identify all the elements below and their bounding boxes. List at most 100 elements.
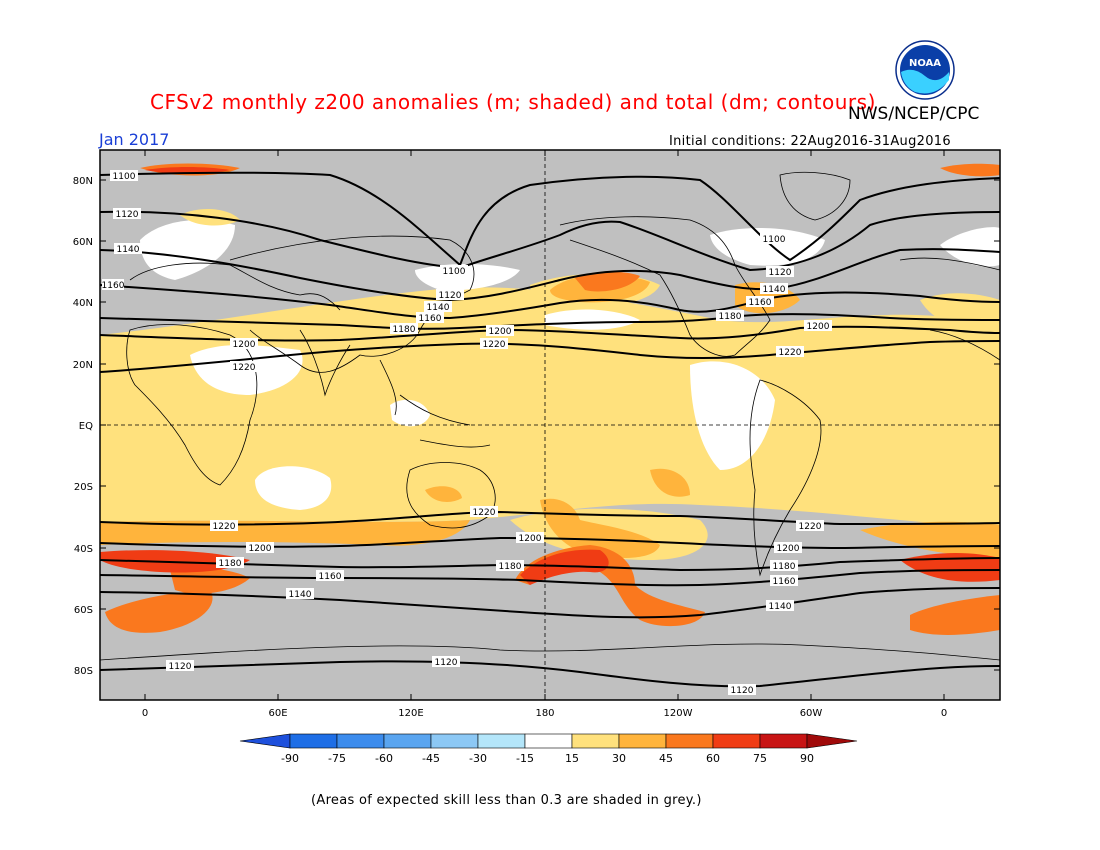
coast-europe-east [899,257,1000,271]
contour-1140-main [100,248,1000,302]
colorbar-tick-label: -30 [469,752,487,765]
contour-label: 1120 [728,684,756,696]
contour-1100-main [100,171,1000,267]
contour-1140-south [100,587,1000,619]
colorbar-segment [430,733,479,749]
svg-text:1200: 1200 [777,544,800,554]
svg-text:1120: 1120 [435,658,458,668]
anomaly-30-45-south-atlantic [650,468,690,497]
svg-text:1220: 1220 [213,522,236,532]
colorbar-segment [336,733,385,749]
svg-text:1100: 1100 [113,172,136,182]
contour-1160-main [100,284,1000,320]
contour-label: 1100 [110,170,138,182]
colorbar-segment [477,733,526,749]
anomaly-60-75-south-pacific [520,549,609,585]
svg-text:1200: 1200 [233,340,256,350]
lat-label: EQ [79,421,93,432]
contour-1220-north [100,340,1000,373]
lat-label: 20N [73,360,93,371]
anomaly-30-45-australia [425,486,462,502]
contour-label: 1120 [766,266,794,278]
svg-text:1160: 1160 [102,281,125,291]
contour-1220-south [100,510,1000,526]
anomaly-white-indian-ocean [255,466,332,510]
lon-label: 60W [800,708,823,719]
svg-text:1120: 1120 [116,210,139,220]
contour-label: 1220 [480,338,508,350]
contour-label: 1200 [774,542,802,554]
contour-label: 1200 [804,320,832,332]
svg-text:1180: 1180 [219,559,242,569]
lat-label: 80N [73,176,93,187]
colorbar-segment [289,733,338,749]
colorbar-right-arrow [806,733,858,749]
anomaly-white-atlantic [690,361,775,470]
noaa-logo-text: NOAA [909,58,941,69]
lat-label: 60S [74,605,93,616]
coast-greenland [779,171,851,221]
colorbar-segment [618,733,667,749]
colorbar-tick-label: 60 [706,752,720,765]
svg-text:1200: 1200 [807,322,830,332]
contour-label: 1160 [746,296,774,308]
svg-text:1160: 1160 [419,314,442,324]
anomaly-45-60-south-africa [170,567,250,594]
svg-text:1180: 1180 [393,325,416,335]
contour-label: 1120 [432,656,460,668]
anomaly-white-europe [140,220,235,280]
colorbar-left-arrow [239,733,291,749]
colorbar-tick-label: 75 [753,752,767,765]
coast-africa [126,324,258,486]
contour-label: 1140 [424,301,452,313]
lon-label: 180 [535,708,554,719]
colorbar-tick-label: -75 [328,752,346,765]
lon-label: 0 [941,708,947,719]
colorbar-segment [712,733,761,749]
contour-label: 1160 [102,279,125,291]
svg-text:1220: 1220 [473,508,496,518]
coast-europe [129,262,341,311]
contour-1160-south [100,569,1000,587]
svg-text:1160: 1160 [773,577,796,587]
svg-text:1100: 1100 [763,235,786,245]
forecast-month: Jan 2017 [99,130,170,149]
contour-label: 1220 [796,520,824,532]
colorbar-segment [759,733,808,749]
contour-label: 1120 [113,208,141,220]
contour-1180-south [100,557,1000,572]
contour-labels: 1100 1100 1100 1120 1120 1120 1120 1120 … [102,170,832,696]
svg-text:1100: 1100 [443,267,466,277]
coast-se-asia [379,359,491,448]
noaa-logo: NOAA [895,40,955,100]
skill-note: (Areas of expected skill less than 0.3 a… [311,793,702,808]
lat-label: 60N [73,237,93,248]
colorbar-tick-label: 45 [659,752,673,765]
svg-text:1120: 1120 [169,662,192,672]
svg-text:1180: 1180 [719,312,742,322]
contour-label: 1140 [766,600,794,612]
initial-conditions: Initial conditions: 22Aug2016-31Aug2016 [669,134,951,149]
lat-label: 40N [73,298,93,309]
colorbar-tick-label: -45 [422,752,440,765]
anomaly-30-45-south-atlantic-band [860,521,1000,560]
colorbar-tick-label: -15 [516,752,534,765]
svg-text:1140: 1140 [763,285,786,295]
colorbar-segment [665,733,714,749]
contour-label: 1220 [776,346,804,358]
svg-text:1140: 1140 [289,590,312,600]
contour-1200-main [100,325,1000,342]
contour-label: 1180 [770,560,798,572]
colorbar-segment [383,733,432,749]
colorbar-tick-label: 15 [565,752,579,765]
contour-label: 1200 [230,338,258,350]
svg-text:1140: 1140 [117,245,140,255]
coast-north-america [559,216,771,357]
svg-text:1120: 1120 [439,291,462,301]
contour-label: 1200 [516,532,544,544]
anomaly-white-east-asia [940,227,1000,267]
anomaly-white-central-pacific [545,309,640,330]
colorbar-segment [571,733,620,749]
lon-label: 0 [142,708,148,719]
lon-axis: 0 60E 120E 180 120W 60W 0 [142,150,947,719]
